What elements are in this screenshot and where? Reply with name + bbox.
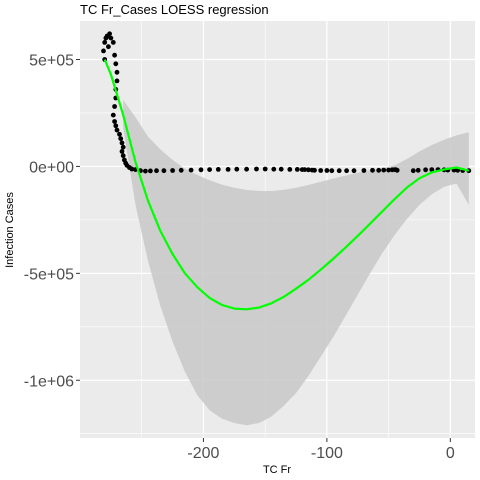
- data-point: [198, 167, 204, 173]
- data-point: [429, 167, 435, 173]
- x-tick-label: 0: [446, 445, 455, 462]
- data-point: [110, 112, 116, 118]
- x-tick-label: -200: [187, 445, 219, 462]
- data-point: [287, 167, 293, 172]
- data-point: [324, 168, 330, 173]
- data-point: [120, 144, 126, 150]
- data-point: [302, 167, 308, 173]
- data-point: [278, 166, 284, 172]
- data-point: [234, 166, 240, 172]
- y-axis-title: Infection Cases: [4, 192, 16, 268]
- y-tick-label: 0e+00: [29, 159, 74, 176]
- data-point: [178, 167, 184, 173]
- data-point: [262, 166, 268, 172]
- data-point: [215, 167, 221, 172]
- data-point: [351, 168, 357, 174]
- data-point: [254, 166, 259, 172]
- data-point: [394, 167, 400, 173]
- data-point: [170, 168, 176, 173]
- data-point: [112, 104, 117, 109]
- data-point: [336, 168, 342, 174]
- data-point: [113, 61, 119, 67]
- data-point: [381, 167, 387, 173]
- data-point: [154, 168, 159, 174]
- data-point: [294, 167, 300, 172]
- data-point: [112, 52, 117, 58]
- data-point: [113, 123, 119, 129]
- data-point: [129, 166, 135, 172]
- data-point: [118, 136, 124, 142]
- data-point: [370, 167, 375, 173]
- data-point: [120, 153, 126, 159]
- data-point: [188, 167, 194, 173]
- data-point: [106, 44, 111, 50]
- confidence-ribbon: [123, 100, 469, 426]
- data-point: [161, 168, 167, 174]
- data-point: [244, 166, 250, 172]
- y-tick-label: -5e+05: [24, 266, 74, 283]
- data-point: [114, 69, 120, 75]
- y-tick-label: -1e+06: [24, 373, 74, 390]
- data-point: [415, 167, 421, 173]
- data-point: [119, 149, 125, 154]
- y-tick-label: 5e+05: [29, 52, 74, 69]
- data-point: [312, 167, 317, 173]
- x-axis-ticks: -200 -100 0: [187, 438, 455, 462]
- y-axis-ticks: 5e+05 0e+00 -5e+05 -1e+06: [24, 52, 80, 390]
- data-point: [271, 166, 277, 172]
- x-tick-label: -100: [311, 445, 343, 462]
- x-axis-title: TC Fr: [263, 464, 291, 476]
- data-point: [114, 127, 120, 133]
- data-point: [143, 168, 148, 174]
- data-point: [110, 40, 116, 45]
- data-point: [225, 167, 231, 172]
- data-point: [318, 168, 324, 173]
- data-point: [107, 31, 112, 37]
- data-point: [102, 40, 108, 45]
- data-point: [361, 168, 367, 173]
- data-point: [376, 167, 382, 173]
- data-point: [108, 35, 114, 41]
- chart-title: TC Fr_Cases LOESS regression: [80, 2, 269, 17]
- data-point: [423, 167, 428, 173]
- data-point: [117, 131, 122, 137]
- data-point: [306, 167, 311, 173]
- data-point: [410, 168, 416, 174]
- data-point: [386, 167, 391, 173]
- loess-fit-line: [103, 59, 470, 311]
- data-point: [344, 168, 349, 174]
- data-point: [101, 48, 106, 54]
- data-point: [112, 119, 117, 124]
- data-point: [207, 167, 213, 173]
- data-point: [119, 140, 125, 146]
- data-point: [148, 168, 153, 174]
- data-point: [114, 78, 120, 84]
- data-point: [329, 168, 335, 174]
